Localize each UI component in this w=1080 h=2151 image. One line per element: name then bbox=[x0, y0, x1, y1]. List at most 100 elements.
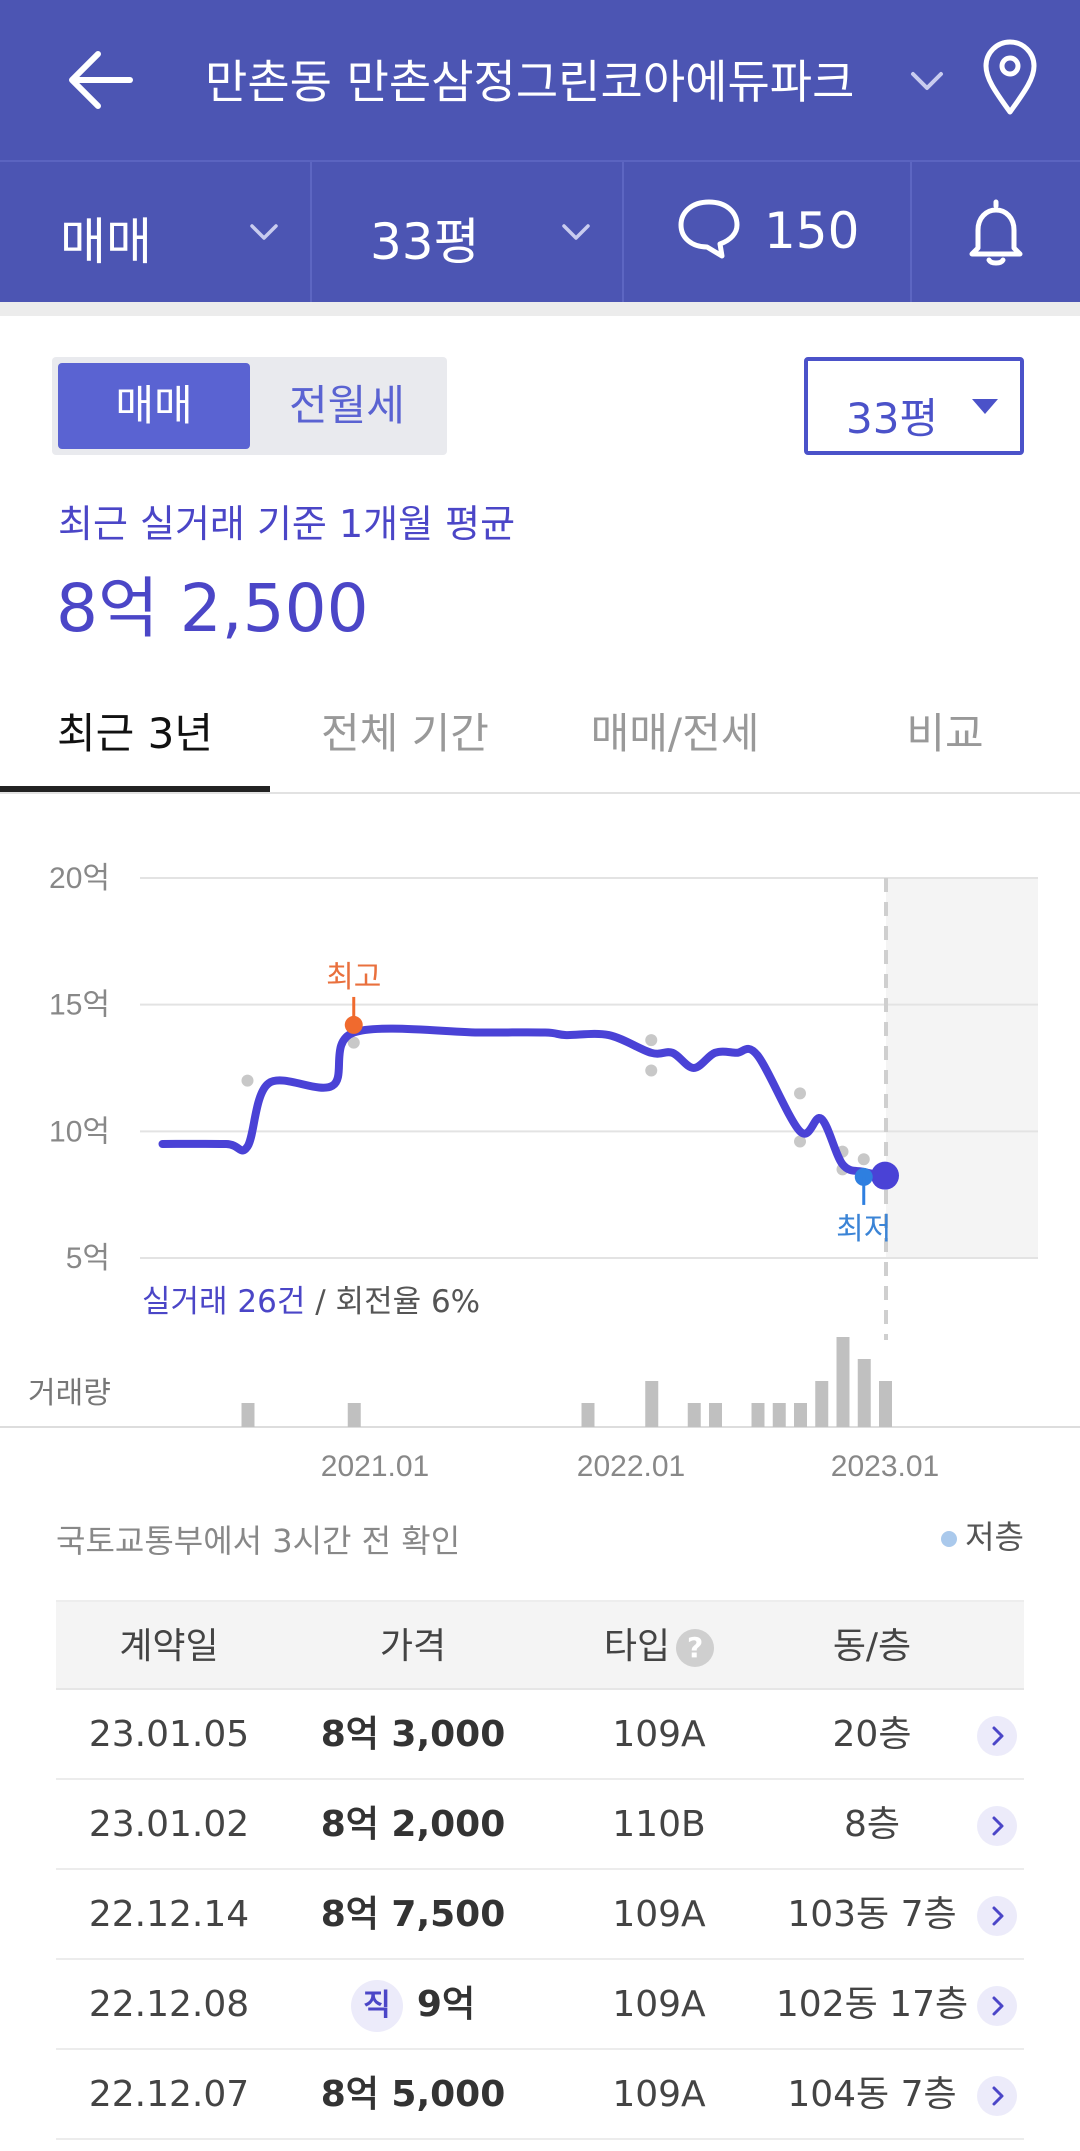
size-filter[interactable]: 33평 bbox=[312, 162, 622, 302]
row-price: 8억 5,000 bbox=[282, 2050, 544, 2140]
current-point bbox=[871, 1161, 899, 1190]
row-price-value: 9억 bbox=[416, 1984, 476, 2025]
filter-bar: 매매 33평 150 bbox=[0, 160, 1080, 302]
future-shade bbox=[886, 878, 1038, 1258]
volume-bar bbox=[241, 1403, 255, 1427]
y-tick-label: 5억 bbox=[66, 1242, 110, 1275]
caret-down-icon bbox=[972, 399, 998, 414]
data-source-note: 국토교통부에서 3시간 전 확인 bbox=[56, 1522, 461, 1560]
row-date: 22.12.08 bbox=[88, 1984, 250, 2025]
row-price-value: 8억 7,500 bbox=[320, 1894, 506, 1935]
row-detail-button[interactable] bbox=[970, 1960, 1024, 2050]
chevron-right-icon bbox=[977, 1806, 1017, 1846]
back-button[interactable] bbox=[60, 40, 140, 120]
turnover-rate: / 회전율 6% bbox=[305, 1284, 481, 1320]
price-line bbox=[158, 1024, 889, 1180]
row-detail-button[interactable] bbox=[970, 1690, 1024, 1780]
row-floor: 102동 17층 bbox=[775, 1984, 969, 2025]
row-date: 23.01.02 bbox=[88, 1804, 250, 1845]
notification-button[interactable] bbox=[912, 162, 1080, 302]
tab-sale-jeonse[interactable]: 매매/전세 bbox=[590, 709, 760, 758]
min-marker-label: 최저 bbox=[836, 1212, 891, 1247]
back-arrow-icon bbox=[69, 51, 133, 109]
map-location-button[interactable] bbox=[980, 38, 1040, 118]
volume-bar bbox=[836, 1337, 850, 1427]
help-icon[interactable]: ? bbox=[676, 1629, 715, 1667]
row-detail-button[interactable] bbox=[970, 2050, 1024, 2140]
transaction-table: 계약일 가격 타입? 동/층 23.01.05 8억 3,000 109A 20층 23… bbox=[56, 1600, 1024, 2140]
bell-icon bbox=[969, 199, 1023, 266]
chevron-down-icon bbox=[911, 72, 943, 90]
trade-dot bbox=[794, 1135, 806, 1148]
size-select-value: 33평 bbox=[846, 394, 939, 443]
chevron-right-icon bbox=[977, 1716, 1017, 1756]
y-tick-label: 10억 bbox=[49, 1115, 110, 1148]
row-type: 109A bbox=[612, 1714, 706, 1755]
max-marker-label: 최고 bbox=[326, 960, 381, 995]
title-dropdown-button[interactable] bbox=[905, 60, 949, 100]
y-tick-label: 20억 bbox=[49, 862, 110, 895]
deal-type-toggle: 매매 전월세 bbox=[52, 357, 447, 455]
section-gap bbox=[0, 302, 1080, 316]
row-date: 23.01.05 bbox=[88, 1714, 250, 1755]
row-floor: 8층 bbox=[843, 1804, 901, 1845]
divider bbox=[622, 162, 624, 302]
header-price: 가격 bbox=[379, 1626, 447, 1667]
row-type: 109A bbox=[612, 1984, 706, 2025]
row-detail-button[interactable] bbox=[970, 1870, 1024, 1960]
period-tabs: 최근 3년 전체 기간 매매/전세 비교 bbox=[0, 680, 1080, 794]
trade-count: 실거래 26건 bbox=[142, 1284, 306, 1320]
volume-label: 거래량 bbox=[28, 1376, 111, 1411]
toggle-option-rent[interactable]: 전월세 bbox=[289, 381, 405, 430]
row-floor: 103동 7층 bbox=[787, 1894, 957, 1935]
direct-trade-badge: 직 bbox=[350, 1980, 403, 2032]
divider bbox=[310, 162, 312, 302]
trade-dot bbox=[794, 1087, 806, 1100]
table-row[interactable]: 22.12.14 8억 7,500 109A 103동 7층 bbox=[56, 1870, 1024, 1960]
row-detail-button[interactable] bbox=[970, 1780, 1024, 1870]
location-pin-icon bbox=[983, 39, 1037, 115]
row-floor: 104동 7층 bbox=[787, 2074, 957, 2115]
page-title[interactable]: 만촌동 만촌삼정그린코아에듀파크 bbox=[205, 55, 855, 109]
row-price-value: 8억 5,000 bbox=[320, 2074, 506, 2115]
row-price-value: 8억 2,000 bbox=[320, 1804, 506, 1845]
row-type: 110B bbox=[612, 1804, 706, 1845]
chevron-right-icon bbox=[977, 1986, 1017, 2026]
trade-dot bbox=[645, 1034, 658, 1047]
deal-type-filter[interactable]: 매매 bbox=[0, 162, 310, 302]
row-type: 109A bbox=[612, 2074, 706, 2115]
deal-type-label: 매매 bbox=[60, 213, 152, 271]
row-price: 8억 2,000 bbox=[282, 1780, 544, 1870]
header-type-label: 타입 bbox=[603, 1626, 671, 1667]
app-header: 만촌동 만촌삼정그린코아에듀파크 bbox=[0, 0, 1080, 160]
toggle-option-sale[interactable]: 매매 bbox=[58, 363, 250, 449]
volume-bar bbox=[709, 1403, 722, 1427]
comments-button[interactable]: 150 bbox=[624, 162, 910, 302]
size-select[interactable]: 33평 bbox=[804, 357, 1024, 455]
header-date: 계약일 bbox=[119, 1626, 219, 1667]
comment-count: 150 bbox=[764, 202, 860, 260]
x-tick-label: 2021.01 bbox=[321, 1450, 429, 1480]
x-tick-label: 2023.01 bbox=[831, 1450, 939, 1480]
header-type: 타입? bbox=[544, 1602, 774, 1692]
trade-dot bbox=[347, 1036, 360, 1049]
volume-bar bbox=[645, 1381, 659, 1427]
chevron-down-icon bbox=[562, 224, 590, 240]
tab-all-period[interactable]: 전체 기간 bbox=[321, 709, 489, 758]
table-row[interactable]: 23.01.02 8억 2,000 110B 8층 bbox=[56, 1780, 1024, 1870]
table-row[interactable]: 22.12.07 8억 5,000 109A 104동 7층 bbox=[56, 2050, 1024, 2140]
tab-compare[interactable]: 비교 bbox=[906, 709, 984, 758]
volume-bar bbox=[751, 1403, 765, 1427]
table-row[interactable]: 22.12.08 직 9억 109A 102동 17층 bbox=[56, 1960, 1024, 2050]
chevron-right-icon bbox=[977, 2076, 1017, 2116]
tab-recent-3-years[interactable]: 최근 3년 bbox=[57, 709, 213, 758]
volume-bar bbox=[772, 1403, 786, 1427]
trade-dot bbox=[645, 1064, 658, 1077]
volume-bar bbox=[347, 1403, 361, 1427]
table-row[interactable]: 23.01.05 8억 3,000 109A 20층 bbox=[56, 1690, 1024, 1780]
row-date: 22.12.14 bbox=[88, 1894, 250, 1935]
volume-bar bbox=[687, 1403, 701, 1427]
chevron-right-icon bbox=[977, 1896, 1017, 1936]
row-price: 8억 7,500 bbox=[282, 1870, 544, 1960]
